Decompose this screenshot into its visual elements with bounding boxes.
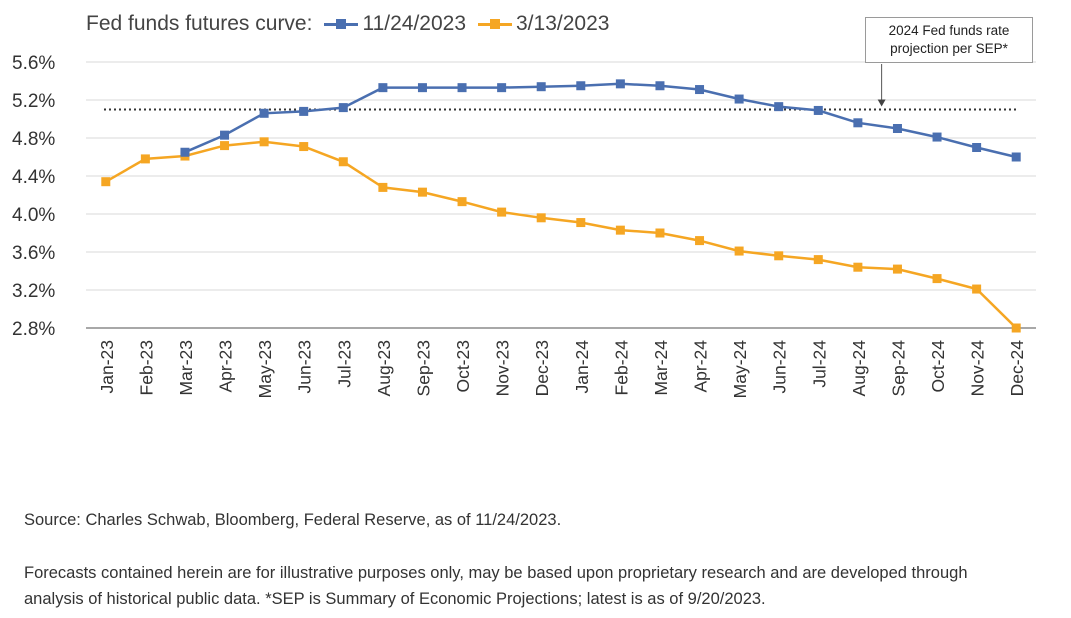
data-point-0 <box>615 79 625 89</box>
x-tick-label: Oct-23 <box>453 340 473 393</box>
x-tick-label: Nov-24 <box>968 340 988 397</box>
data-point-0 <box>338 103 348 113</box>
chart-area: 2.8% 3.2% 3.6% 4.0% 4.4% 4.8% 5.2% 5.6% Jan-23 Fe… <box>12 12 1036 399</box>
data-point-1 <box>813 255 823 265</box>
x-tick-label: May-24 <box>730 340 750 399</box>
data-point-0 <box>695 85 705 95</box>
data-point-0 <box>1011 152 1021 162</box>
data-point-0 <box>259 108 269 118</box>
disclaimer-line-1: Forecasts contained herein are for illus… <box>24 564 968 582</box>
legend: Fed funds futures curve: 11/24/2023 3/13… <box>86 12 609 36</box>
x-tick-label: Apr-23 <box>216 340 236 393</box>
y-tick-label: 4.8% <box>12 129 55 150</box>
data-point-1 <box>655 228 665 238</box>
data-point-0 <box>576 81 586 91</box>
series-line-1 <box>105 140 1018 329</box>
x-tick-label: Dec-23 <box>532 340 552 396</box>
legend-swatch-blue <box>324 19 359 29</box>
x-tick-label: Mar-23 <box>176 340 196 395</box>
data-point-1 <box>299 142 309 152</box>
data-point-0 <box>655 81 665 91</box>
x-tick-label: Sep-23 <box>413 340 433 396</box>
data-point-1 <box>972 284 982 294</box>
data-point-0 <box>734 94 744 104</box>
data-point-0 <box>457 83 467 93</box>
disclaimer-line-2: analysis of historical public data. *SEP… <box>24 590 766 608</box>
data-point-0 <box>220 130 230 140</box>
x-tick-label: Jul-23 <box>334 340 354 388</box>
x-tick-label: May-23 <box>255 340 275 398</box>
x-tick-label: Jun-24 <box>770 340 790 394</box>
y-tick-label: 2.8% <box>12 319 55 340</box>
x-tick-label: Apr-24 <box>691 340 711 393</box>
x-tick-label: Jul-24 <box>809 340 829 388</box>
sep-annotation-box: 2024 Fed funds rate projection per SEP* <box>865 17 1033 63</box>
data-point-1 <box>378 182 388 192</box>
data-point-1 <box>101 177 111 187</box>
y-tick-label: 4.0% <box>12 205 55 226</box>
data-point-0 <box>892 124 902 133</box>
y-tick-label: 5.6% <box>12 53 55 74</box>
x-tick-label: Aug-24 <box>849 340 869 397</box>
legend-swatch-orange <box>478 19 512 29</box>
x-tick-label: Jan-23 <box>97 340 117 394</box>
data-point-1 <box>259 137 269 147</box>
data-point-0 <box>813 105 823 115</box>
line-chart: 2.8% 3.2% 3.6% 4.0% 4.4% 4.8% 5.2% 5.6% Jan-23 Fe… <box>12 53 1036 399</box>
annotation-line-1: 2024 Fed funds rate <box>888 23 1010 38</box>
data-point-0 <box>299 106 309 116</box>
x-tick-label: Feb-23 <box>136 340 156 395</box>
data-point-1 <box>536 213 546 223</box>
y-tick-label: 5.2% <box>12 91 55 112</box>
x-tick-label: Aug-23 <box>374 340 394 396</box>
x-tick-label: Sep-24 <box>888 340 908 397</box>
data-point-1 <box>140 154 150 164</box>
data-point-1 <box>457 197 467 207</box>
annotation-line-2: projection per SEP* <box>890 41 1008 56</box>
x-tick-label: Feb-24 <box>611 340 631 396</box>
data-point-0 <box>417 83 427 93</box>
x-tick-label: Nov-23 <box>493 340 513 396</box>
data-point-1 <box>695 236 705 246</box>
y-tick-label: 3.6% <box>12 243 55 264</box>
annotation-arrow-head <box>877 99 886 107</box>
data-point-1 <box>1011 323 1021 333</box>
data-point-0 <box>536 82 546 92</box>
x-tick-label: Oct-24 <box>928 340 948 393</box>
x-tick-label: Jun-23 <box>295 340 315 394</box>
data-point-1 <box>497 207 507 217</box>
disclaimer-note: Forecasts contained herein are for illus… <box>24 560 1064 612</box>
data-point-1 <box>615 225 625 235</box>
legend-label-3-13-2023: 3/13/2023 <box>516 12 610 35</box>
data-point-1 <box>576 218 586 228</box>
data-point-1 <box>853 262 863 272</box>
x-tick-label: Jan-24 <box>572 340 592 394</box>
source-note: Source: Charles Schwab, Bloomberg, Feder… <box>24 511 562 529</box>
x-tick-label: Dec-24 <box>1007 340 1027 397</box>
y-tick-label: 4.4% <box>12 167 55 188</box>
data-point-0 <box>932 132 942 142</box>
data-point-1 <box>892 264 902 274</box>
data-point-0 <box>180 147 190 157</box>
data-point-1 <box>417 187 427 197</box>
data-point-1 <box>220 141 230 151</box>
data-point-1 <box>932 274 942 284</box>
data-point-0 <box>853 118 863 128</box>
data-point-1 <box>774 251 784 261</box>
data-point-0 <box>378 83 388 93</box>
data-point-0 <box>972 143 982 152</box>
series-line-0 <box>184 82 1017 159</box>
legend-label-11-24-2023: 11/24/2023 <box>362 12 466 35</box>
data-point-0 <box>497 83 507 93</box>
chart-title: Fed funds futures curve: <box>86 12 313 35</box>
data-point-0 <box>774 102 784 112</box>
data-point-1 <box>734 246 744 256</box>
x-tick-label: Mar-24 <box>651 340 671 396</box>
data-point-1 <box>338 157 348 167</box>
y-tick-label: 3.2% <box>12 281 55 302</box>
